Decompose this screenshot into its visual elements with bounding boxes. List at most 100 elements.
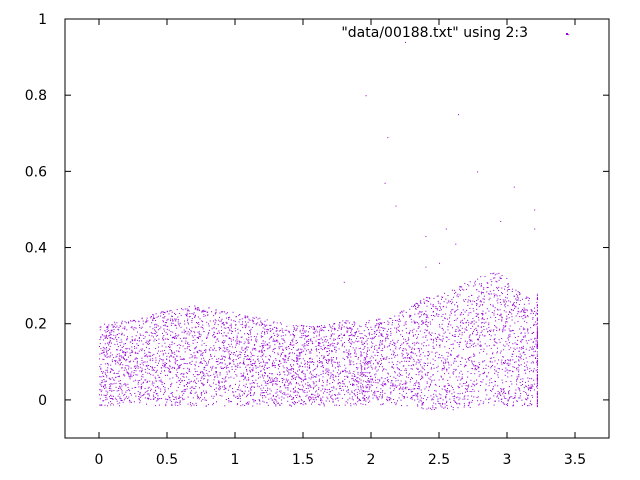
data-point: [468, 402, 470, 404]
data-point: [289, 344, 291, 346]
data-point: [310, 378, 312, 380]
data-point: [197, 396, 199, 397]
data-point: [225, 377, 226, 379]
data-point: [458, 344, 460, 346]
data-point: [179, 365, 181, 367]
data-point: [248, 342, 250, 344]
data-point: [226, 322, 228, 324]
data-point: [471, 340, 473, 342]
data-point: [261, 366, 263, 368]
data-point: [443, 368, 445, 370]
data-point: [463, 366, 465, 368]
data-point: [273, 327, 275, 328]
data-point: [347, 340, 349, 341]
data-point: [206, 311, 208, 313]
data-point: [374, 346, 375, 348]
data-point: [507, 391, 509, 393]
data-point: [227, 349, 229, 351]
data-point: [517, 291, 519, 293]
data-point: [289, 404, 291, 406]
data-point: [264, 390, 266, 391]
data-point: [424, 302, 426, 304]
data-point: [228, 370, 230, 372]
data-point: [268, 367, 270, 368]
data-point: [104, 385, 106, 387]
data-point: [105, 355, 107, 357]
data-point: [405, 369, 407, 371]
data-point: [119, 342, 121, 343]
data-point: [260, 356, 262, 358]
data-point: [338, 369, 340, 371]
data-point: [354, 393, 356, 395]
data-point: [504, 285, 506, 287]
data-point: [519, 294, 521, 295]
data-point: [206, 336, 208, 338]
data-point: [318, 333, 320, 335]
data-point: [168, 395, 170, 397]
data-point: [512, 343, 514, 345]
data-point: [360, 364, 362, 366]
data-point: [509, 330, 511, 332]
data-point: [227, 327, 229, 328]
data-point: [354, 352, 355, 354]
data-point: [146, 361, 148, 363]
data-point: [240, 395, 241, 397]
data-point: [524, 369, 525, 371]
data-point: [277, 354, 279, 356]
data-point: [254, 363, 255, 365]
data-point: [427, 362, 429, 364]
data-point: [376, 349, 378, 351]
data-point: [308, 339, 310, 341]
data-point: [440, 309, 442, 311]
data-point: [147, 367, 149, 369]
data-point: [416, 395, 418, 397]
data-point: [315, 340, 317, 342]
data-point: [156, 365, 158, 366]
data-point: [390, 331, 392, 332]
data-point: [501, 379, 503, 381]
data-point: [211, 349, 213, 351]
data-point: [468, 336, 470, 338]
data-point: [454, 314, 456, 316]
data-point: [105, 369, 107, 371]
data-point: [247, 316, 249, 318]
data-point: [324, 347, 326, 348]
data-point: [217, 332, 219, 334]
data-point: [306, 335, 308, 337]
data-point: [244, 315, 246, 317]
data-point: [501, 316, 503, 318]
data-point: [206, 372, 208, 374]
data-point: [118, 370, 120, 372]
data-point: [309, 397, 311, 398]
data-point: [301, 372, 303, 374]
data-point: [262, 340, 264, 342]
data-point: [154, 317, 156, 319]
data-point: [149, 326, 151, 328]
data-point: [329, 377, 331, 379]
data-point: [146, 331, 148, 333]
data-point: [419, 302, 421, 304]
data-point: [489, 331, 491, 332]
data-point: [245, 366, 247, 368]
data-point: [414, 305, 416, 306]
data-point: [162, 336, 164, 338]
data-point: [331, 365, 333, 367]
data-point: [229, 386, 231, 388]
data-point: [155, 372, 157, 373]
data-point: [355, 331, 357, 333]
data-point: [375, 360, 377, 362]
data-point: [382, 385, 384, 387]
data-point: [472, 343, 474, 345]
data-point: [213, 373, 215, 375]
data-point: [295, 343, 297, 344]
data-point: [158, 338, 160, 340]
data-point: [304, 348, 306, 350]
data-point: [338, 335, 340, 337]
data-point: [323, 355, 325, 357]
data-point: [187, 346, 189, 348]
data-point: [419, 330, 421, 332]
data-point: [359, 325, 361, 327]
data-point: [135, 374, 137, 376]
data-point: [489, 293, 491, 295]
data-point: [109, 341, 111, 343]
